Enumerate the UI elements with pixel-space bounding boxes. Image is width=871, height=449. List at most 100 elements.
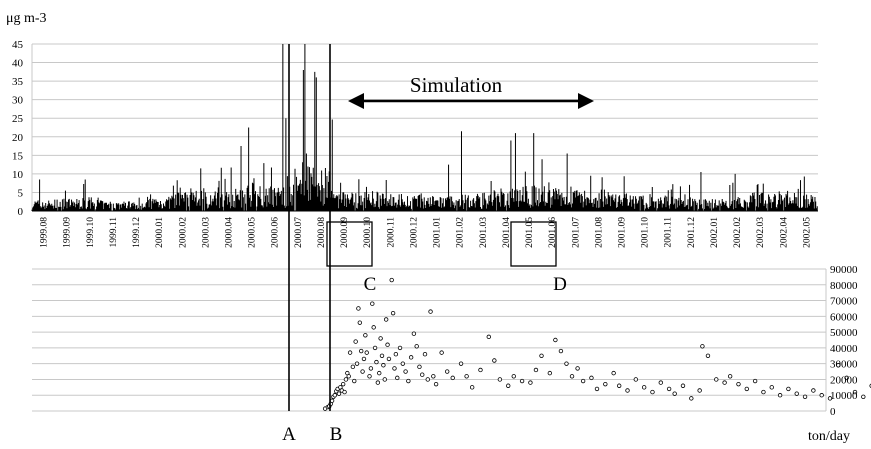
top-x-tick-label: 2000.03 [201, 217, 211, 248]
emission-point [744, 386, 749, 392]
marker-label-a: A [282, 424, 296, 445]
top-panel-x-ticks: 1999.08 1999.09 1999.10 1999.11 1999.12 2000.… [40, 217, 813, 248]
bottom-y-tick-label: 80000 [830, 280, 858, 292]
emission-point [533, 367, 539, 373]
emission-point [794, 391, 799, 396]
emission-point [511, 374, 516, 379]
bottom-panel-scatter-points [322, 277, 871, 411]
bottom-y-tick-label: 70000 [830, 296, 858, 308]
emission-point [340, 381, 346, 387]
emission-point [802, 394, 808, 399]
emission-point [347, 350, 353, 355]
top-x-tick-label: 2002.03 [756, 217, 766, 248]
top-x-tick-label: 1999.10 [86, 217, 96, 248]
top-x-tick-label: 2000.07 [294, 217, 304, 248]
emission-point [580, 378, 586, 384]
emission-point [381, 363, 386, 368]
simulation-arrow [348, 93, 594, 109]
emission-point [700, 344, 705, 349]
emission-point [469, 385, 475, 390]
top-x-tick-label: 2001.03 [479, 217, 489, 248]
top-x-tick-label: 2001.11 [664, 217, 674, 248]
emission-point [433, 381, 439, 387]
emission-point [689, 396, 694, 401]
emission-point [400, 361, 406, 366]
emission-point [569, 374, 575, 379]
emission-point [346, 374, 351, 379]
emission-point [558, 348, 564, 354]
emission-point [393, 352, 399, 357]
top-x-tick-label: 2000.05 [248, 217, 258, 248]
emission-point [836, 363, 841, 368]
top-x-tick-label: 2000.08 [317, 217, 327, 248]
emission-point [594, 386, 600, 392]
top-y-tick-label: 35 [12, 76, 24, 88]
top-x-tick-label: 2000.04 [225, 217, 235, 248]
daily-concentration-bars [31, 44, 818, 211]
top-x-tick-label: 2001.06 [548, 217, 558, 248]
emission-point [844, 375, 849, 381]
top-x-tick-label: 2001.10 [641, 217, 651, 248]
top-panel-bars [31, 44, 818, 212]
emission-point [385, 342, 390, 347]
top-x-tick-label: 2000.10 [363, 217, 373, 248]
emission-point [666, 386, 672, 392]
emission-point [343, 377, 349, 382]
top-x-tick-label: 2001.08 [594, 217, 604, 248]
bottom-y-tick-label: 50000 [830, 327, 858, 339]
top-y-tick-label: 45 [12, 39, 24, 51]
marker-label-b: B [330, 424, 343, 445]
bottom-unit-label: ton/day [808, 429, 850, 444]
top-x-tick-label: 2001.05 [525, 217, 535, 248]
top-x-tick-label: 2001.01 [433, 217, 443, 248]
emission-point [428, 309, 433, 314]
emission-point [329, 398, 335, 403]
emission-point [827, 396, 833, 401]
top-y-tick-label: 25 [12, 113, 24, 125]
bottom-panel-y-ticks: 0 10000 20000 30000 40000 50000 60000 70000 8000… [830, 264, 858, 418]
emission-point [357, 320, 363, 325]
bottom-y-tick-label: 10000 [830, 390, 858, 402]
top-y-tick-label: 0 [18, 206, 24, 218]
emission-point [375, 380, 381, 385]
top-x-tick-label: 2002.02 [733, 217, 743, 248]
emission-point [395, 375, 400, 381]
emission-point [697, 388, 702, 393]
emission-point [417, 364, 422, 370]
emission-point [492, 358, 497, 363]
emission-point [431, 374, 436, 379]
emission-point [528, 380, 533, 385]
top-x-tick-label: 2001.04 [502, 217, 512, 248]
emission-point [439, 350, 444, 355]
emission-point [486, 334, 491, 340]
emission-point [852, 389, 858, 395]
emission-point [383, 317, 389, 322]
highlight-box-d [510, 221, 557, 267]
emission-point [403, 369, 408, 374]
top-x-tick-label: 2002.04 [779, 217, 789, 248]
emission-point [625, 388, 630, 393]
box-label-d: D [553, 274, 567, 295]
top-x-tick-label: 1999.12 [132, 217, 142, 248]
emission-point [861, 394, 866, 399]
emission-point [458, 361, 464, 366]
emission-point [382, 377, 387, 382]
emission-point [353, 339, 358, 344]
top-y-tick-label: 30 [12, 95, 24, 107]
top-x-tick-label: 2001.07 [571, 217, 581, 248]
bottom-y-tick-label: 60000 [830, 311, 858, 323]
highlight-box-c [326, 221, 373, 267]
emission-point [374, 359, 379, 365]
emission-point [650, 389, 655, 395]
emission-point [425, 377, 430, 382]
top-x-tick-label: 2000.11 [386, 217, 396, 248]
emission-point [727, 374, 733, 379]
top-y-tick-label: 40 [12, 58, 24, 70]
emission-point [367, 374, 372, 379]
emission-point [408, 355, 414, 360]
emission-point [478, 367, 483, 373]
emission-point [736, 381, 741, 387]
emission-point [389, 277, 394, 283]
top-x-tick-label: 2002.01 [710, 217, 720, 248]
